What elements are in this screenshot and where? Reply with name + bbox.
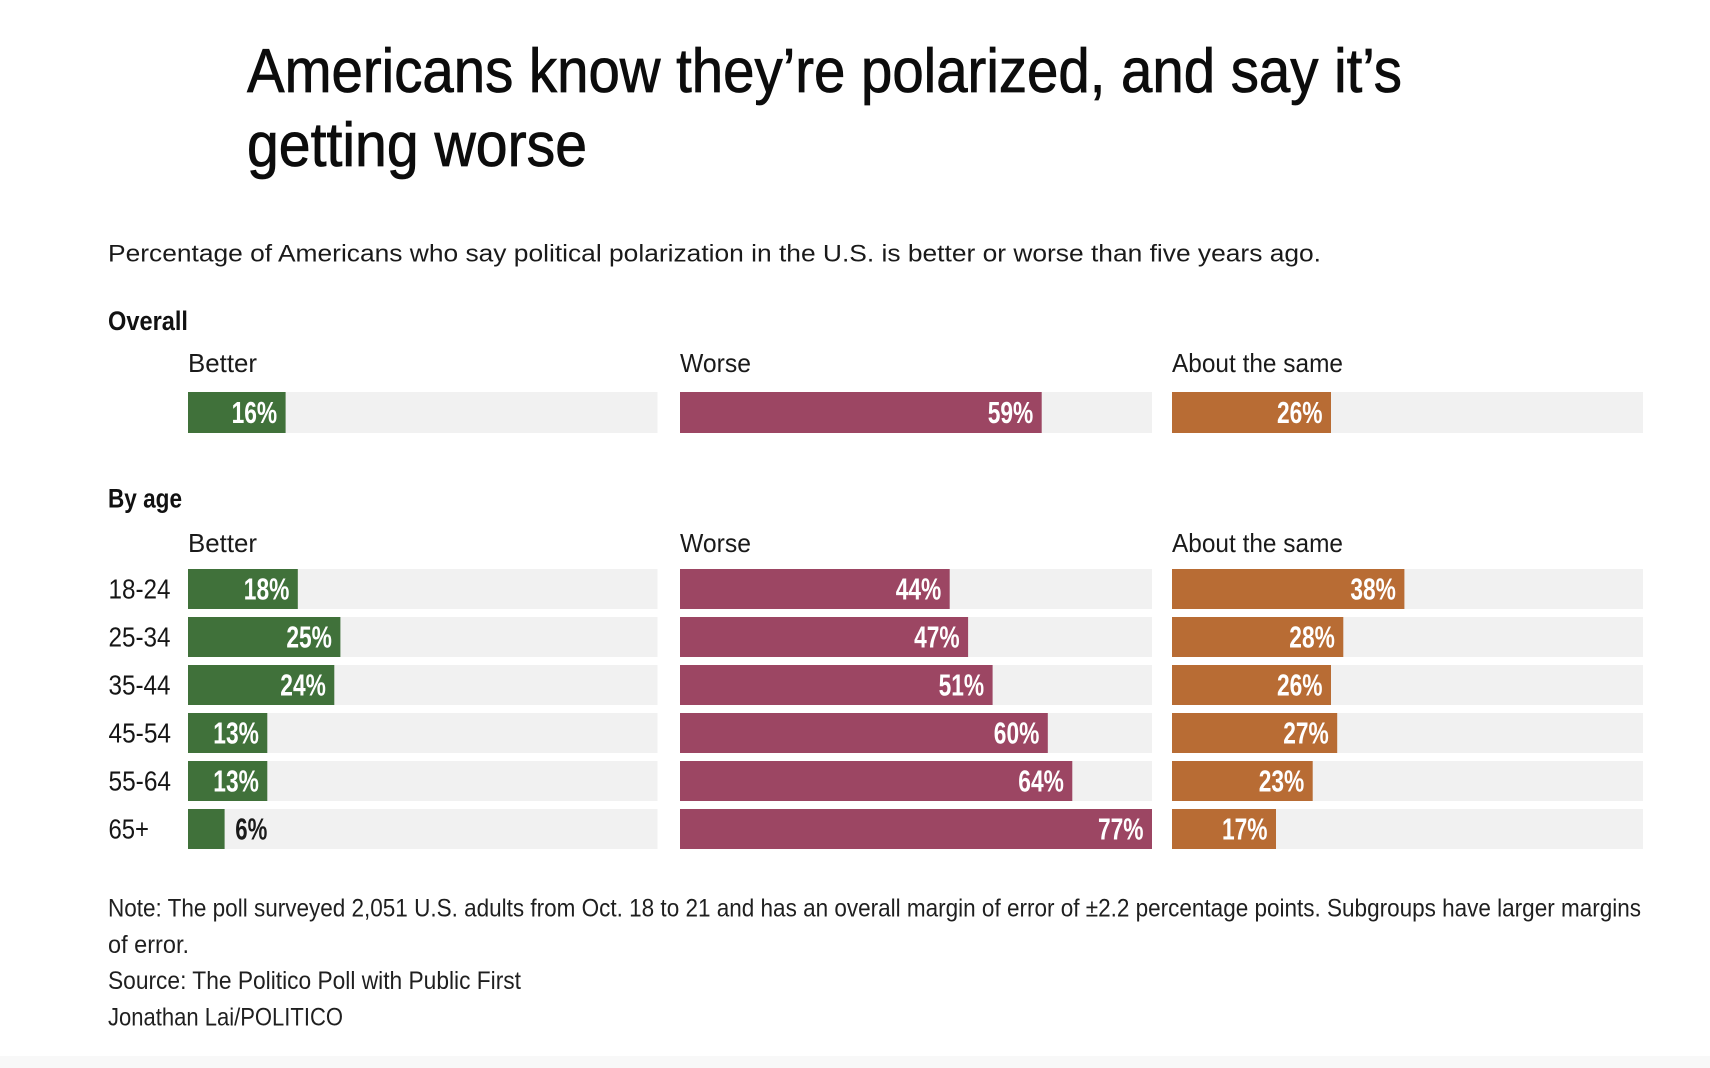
- svg-text:77%: 77%: [1098, 811, 1144, 846]
- svg-text:28%: 28%: [1289, 619, 1335, 654]
- svg-text:25-34: 25-34: [109, 621, 171, 652]
- svg-text:38%: 38%: [1350, 571, 1396, 606]
- svg-text:About the same: About the same: [1172, 530, 1343, 558]
- svg-text:Worse: Worse: [680, 530, 751, 558]
- svg-text:47%: 47%: [914, 619, 960, 654]
- svg-text:Percentage of Americans who sa: Percentage of Americans who say politica…: [108, 241, 1321, 268]
- svg-text:17%: 17%: [1222, 811, 1268, 846]
- svg-text:13%: 13%: [213, 715, 259, 750]
- svg-text:59%: 59%: [988, 395, 1034, 430]
- svg-text:13%: 13%: [213, 763, 259, 798]
- svg-text:65+: 65+: [109, 813, 150, 844]
- svg-text:45-54: 45-54: [109, 717, 172, 748]
- svg-text:getting worse: getting worse: [247, 111, 587, 180]
- svg-text:Jonathan Lai/POLITICO: Jonathan Lai/POLITICO: [108, 1004, 343, 1032]
- svg-text:Overall: Overall: [108, 306, 188, 336]
- svg-text:60%: 60%: [994, 715, 1040, 750]
- svg-text:23%: 23%: [1259, 763, 1305, 798]
- svg-text:44%: 44%: [896, 571, 942, 606]
- svg-text:18%: 18%: [244, 571, 290, 606]
- svg-text:35-44: 35-44: [109, 669, 171, 700]
- svg-text:26%: 26%: [1277, 667, 1323, 702]
- svg-text:51%: 51%: [939, 667, 985, 702]
- svg-text:27%: 27%: [1283, 715, 1329, 750]
- svg-text:By age: By age: [108, 484, 182, 514]
- svg-text:18-24: 18-24: [109, 573, 171, 604]
- svg-text:25%: 25%: [286, 619, 332, 654]
- svg-text:Source: The Politico Poll with: Source: The Politico Poll with Public Fi…: [108, 967, 521, 995]
- svg-text:26%: 26%: [1277, 395, 1323, 430]
- svg-text:About the same: About the same: [1172, 350, 1343, 378]
- svg-text:55-64: 55-64: [109, 765, 172, 796]
- svg-text:Better: Better: [188, 530, 257, 558]
- svg-text:Worse: Worse: [680, 350, 751, 378]
- svg-text:Note: The poll surveyed 2,051: Note: The poll surveyed 2,051 U.S. adult…: [108, 895, 1641, 923]
- svg-text:16%: 16%: [232, 395, 278, 430]
- svg-text:of error.: of error.: [108, 931, 189, 959]
- svg-text:24%: 24%: [280, 667, 326, 702]
- svg-text:64%: 64%: [1018, 763, 1064, 798]
- svg-text:Better: Better: [188, 350, 257, 378]
- svg-text:Americans know they’re polariz: Americans know they’re polarized, and sa…: [247, 37, 1402, 106]
- svg-text:6%: 6%: [235, 811, 267, 846]
